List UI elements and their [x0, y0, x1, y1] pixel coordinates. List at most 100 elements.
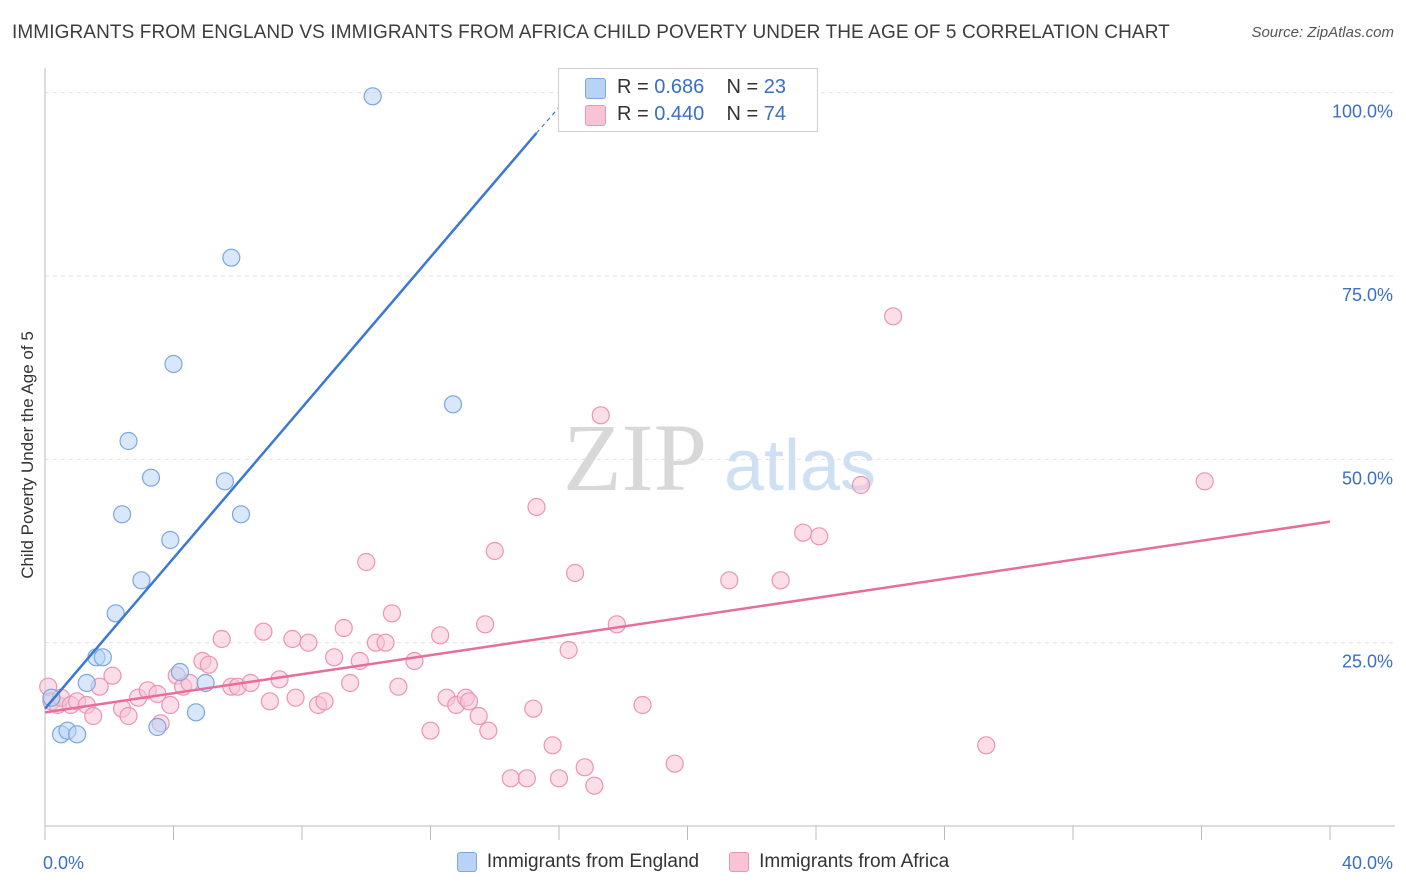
chart-title: IMMIGRANTS FROM ENGLAND VS IMMIGRANTS FR… [12, 22, 1170, 43]
england-point [119, 431, 138, 451]
england-point [186, 703, 206, 722]
watermark-zip: ZIP [563, 404, 707, 511]
england-point [161, 530, 180, 550]
africa-point [585, 776, 604, 795]
africa-point [119, 706, 138, 726]
africa-point [810, 527, 829, 546]
africa-point [334, 618, 353, 638]
england-point [68, 725, 87, 744]
africa-point [469, 706, 488, 726]
england-n-label: N = [726, 75, 764, 98]
legend-label-africa: Immigrants from Africa [759, 851, 950, 872]
africa-point [720, 571, 739, 590]
england-point [231, 505, 251, 524]
africa-n-value: 74 [763, 102, 787, 125]
africa-point [431, 626, 450, 645]
england-trend-line [44, 132, 538, 710]
africa-point [479, 721, 498, 740]
africa-point [771, 571, 790, 590]
africa-point [405, 651, 424, 671]
england-point [112, 505, 132, 524]
africa-point [376, 633, 395, 652]
legend-item-england[interactable]: Immigrants from England [456, 851, 699, 873]
legend-item-africa[interactable]: Immigrants from Africa [729, 851, 949, 873]
legend-swatch-africa [729, 852, 750, 872]
africa-point [485, 541, 504, 561]
england-point [170, 662, 190, 682]
source-label: Source: ZipAtlas.com [1251, 24, 1394, 41]
africa-point [633, 695, 652, 715]
africa-point [283, 629, 302, 649]
africa-point [161, 695, 180, 715]
africa-r-value: 0.440 [654, 102, 705, 125]
africa-point [1195, 472, 1214, 491]
england-r-value: 0.686 [654, 75, 705, 98]
y-tick-label: 100.0% [1332, 102, 1393, 122]
africa-point [389, 677, 408, 696]
england-point [363, 87, 382, 106]
africa-point [607, 615, 626, 634]
africa-point [325, 648, 344, 667]
y-axis-label: Child Poverty Under the Age of 5 [18, 331, 37, 579]
watermark: ZIP atlas [563, 404, 876, 511]
africa-point [315, 692, 334, 711]
england-point [132, 571, 151, 590]
africa-point [254, 622, 273, 641]
england-point [77, 673, 96, 693]
africa-point [527, 497, 546, 517]
africa-point [286, 688, 305, 707]
stats-row-england: R = 0.686 N = 23 [585, 74, 787, 100]
x-tick-label: 0.0% [43, 853, 84, 873]
england-swatch [585, 78, 606, 99]
africa-point [212, 629, 231, 649]
africa-point [977, 736, 996, 755]
england-point [443, 395, 463, 414]
england-r-label: R = [617, 75, 655, 98]
africa-point [517, 769, 536, 788]
africa-point [476, 615, 495, 634]
africa-trend-line [44, 520, 1331, 714]
england-point [164, 354, 183, 374]
africa-point [524, 699, 543, 718]
england-point [215, 472, 234, 491]
england-trend-extension [536, 106, 560, 134]
africa-point [559, 640, 578, 660]
stats-row-africa: R = 0.440 N = 74 [585, 101, 787, 127]
y-tick-label: 50.0% [1342, 468, 1393, 488]
africa-point [299, 633, 318, 652]
grid-lines [45, 92, 1395, 644]
y-tick-label: 25.0% [1342, 652, 1393, 672]
axes [44, 68, 1395, 840]
england-n-value: 23 [763, 75, 787, 98]
africa-point [357, 552, 376, 572]
africa-point [199, 655, 218, 674]
bottom-legend: Immigrants from England Immigrants from … [0, 851, 1406, 873]
england-point [148, 717, 167, 737]
y-tick-label: 75.0% [1342, 285, 1393, 305]
africa-point [501, 769, 520, 788]
trend-lines [44, 106, 1331, 714]
africa-point [459, 692, 479, 711]
africa-point [260, 692, 279, 711]
africa-r-label: R = [617, 102, 655, 125]
africa-swatch [585, 105, 606, 126]
africa-point [421, 721, 440, 740]
africa-point [84, 706, 103, 726]
england-point [222, 248, 241, 267]
stats-legend: R = 0.686 N = 23 R = 0.440 N = 74 [558, 68, 818, 132]
africa-point [591, 406, 610, 425]
legend-swatch-england [456, 852, 477, 872]
tick-labels: 25.0% 50.0% 75.0% 100.0% 0.0% 40.0% [43, 102, 1393, 873]
england-point [93, 648, 112, 667]
africa-n-label: N = [726, 102, 764, 125]
england-point [106, 604, 125, 623]
africa-point [883, 307, 903, 326]
x-tick-label: 40.0% [1342, 853, 1393, 873]
england-point [141, 468, 161, 487]
africa-point [565, 563, 585, 583]
africa-point [103, 666, 122, 685]
africa-point [549, 769, 569, 788]
africa-point [341, 673, 360, 693]
africa-point [851, 475, 871, 495]
